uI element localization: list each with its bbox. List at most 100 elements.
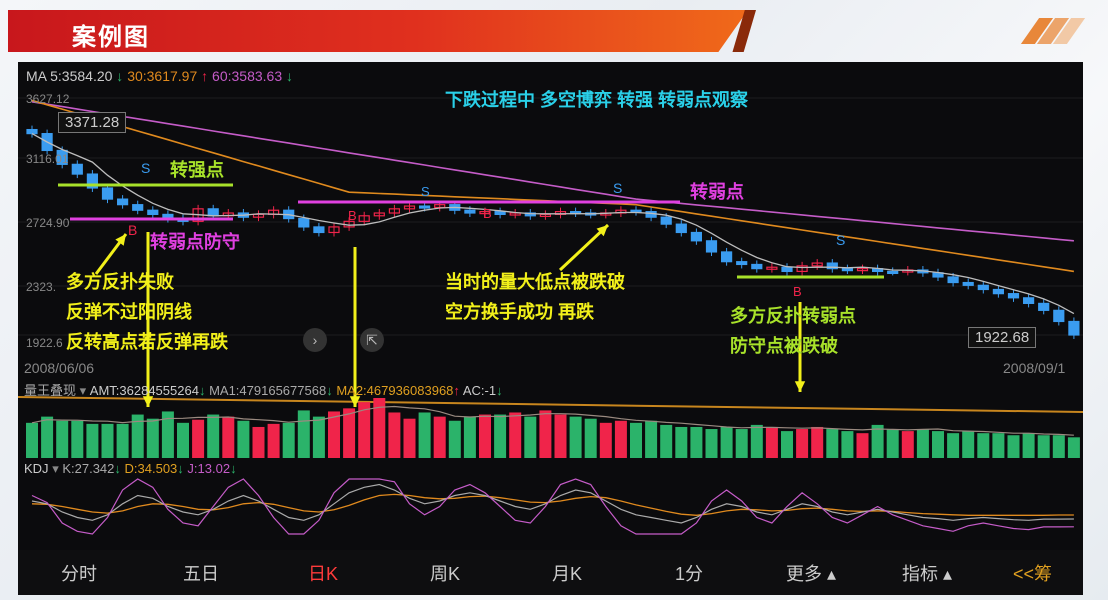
tab-3[interactable]: 周K [429, 563, 460, 584]
buy-marker: B [483, 206, 492, 221]
candle-body [947, 276, 959, 284]
volume-bar [1007, 435, 1020, 458]
volume-bar [856, 433, 869, 458]
volume-bar [343, 408, 356, 458]
candle-body [86, 173, 99, 189]
candle-body [207, 208, 219, 217]
candle-body [26, 128, 38, 135]
arrow-down-head [349, 396, 361, 407]
arrow-down-head [142, 396, 154, 407]
candle-body [781, 266, 793, 273]
tab-0[interactable]: 分时 [61, 563, 97, 584]
tab-1[interactable]: 五日 [183, 563, 219, 584]
ma60-value: 60:3583.63 [212, 68, 283, 84]
last-price-box: 1922.68 [968, 327, 1037, 348]
volume-bar [690, 426, 703, 458]
annotation-fail-3: 反转高点若反弹再跌 [66, 332, 228, 352]
candle-body [373, 212, 385, 217]
candle-body [1053, 309, 1065, 323]
dropdown-icon[interactable]: ▾ [79, 383, 87, 398]
volume-bar [675, 426, 688, 458]
volume-bar [448, 420, 461, 458]
tab-6[interactable]: 更多 ▴ [785, 563, 837, 584]
annotation-break-2: 空方换手成功 再跌 [445, 302, 595, 322]
volume-bar [796, 429, 809, 458]
arrow-up-icon: ↑ [453, 383, 460, 398]
volume-bar [161, 411, 174, 458]
candle-body [56, 149, 68, 165]
price-label: 3627.12 [26, 92, 70, 106]
volume-bar [101, 423, 114, 458]
candle-body [479, 211, 491, 215]
kdj-indicator-name[interactable]: KDJ [24, 461, 49, 476]
price-label: 2323. [26, 280, 57, 294]
candle-body [101, 187, 114, 200]
arrow-down-icon: ↓ [230, 461, 237, 476]
volume-bar [509, 412, 522, 458]
volume-bar [584, 418, 597, 458]
candle-body [1022, 297, 1035, 304]
expand-button[interactable]: ⇱ [360, 328, 384, 352]
volume-bar [312, 416, 325, 458]
arrow-up-icon: ↑ [201, 68, 209, 84]
volume-bar [992, 433, 1005, 458]
price-label: 2724.90 [26, 216, 70, 230]
tab-7[interactable]: 指标 ▴ [901, 563, 953, 584]
volume-bar [177, 422, 189, 458]
volume-bar [1052, 435, 1065, 458]
candle-body [720, 251, 733, 263]
volume-bar [660, 424, 673, 458]
volume-ma1-line [31, 405, 1074, 436]
k-value: K:27.342 [62, 461, 115, 476]
candle-body [328, 226, 340, 234]
ma60-line [31, 101, 1074, 242]
volume-bar [86, 423, 99, 458]
volume-indicator-name[interactable]: 量王叠现 [24, 383, 77, 398]
tab-5[interactable]: 1分 [674, 563, 703, 584]
arrow-down-icon: ↓ [116, 68, 124, 84]
slide-title: 案例图 [72, 24, 150, 51]
candle-body [736, 261, 748, 266]
j-value: J:13.02 [187, 461, 231, 476]
price-label: 1922.6 [26, 336, 63, 350]
tab-2[interactable]: 日K [307, 563, 338, 584]
tab-8[interactable]: <<筹 [1012, 563, 1053, 584]
volume-bar [1067, 437, 1080, 458]
candle-body [660, 216, 672, 225]
candle-body [887, 270, 899, 275]
kdj-j-line [31, 478, 1074, 535]
arrow-down-icon: ↓ [114, 461, 121, 476]
annotation-title: 下跌过程中 多空博弈 转强 转弱点观察 [445, 90, 749, 110]
arrow-up-right-head [596, 225, 608, 237]
chart-canvas [18, 97, 1083, 535]
volume-bar [524, 416, 537, 458]
volume-bar [1022, 433, 1035, 458]
candle-body [645, 211, 657, 218]
next-arrow-button[interactable]: › [303, 328, 327, 352]
volume-bar [962, 431, 975, 458]
volume-bar [841, 431, 854, 458]
buy-marker: B [348, 208, 357, 223]
high-price-box: 3371.28 [58, 112, 127, 133]
volume-bar [222, 416, 235, 458]
annotation-fail-1: 多方反扑失败 [66, 272, 174, 292]
ma-legend: MA 5:3584.20 ↓ 30:3617.97 ↑ 60:3583.63 ↓ [26, 68, 293, 84]
arrow-up-right-head [115, 234, 126, 246]
kdj-d-line [31, 493, 1074, 516]
candle-body [419, 205, 431, 209]
volume-bar [237, 420, 250, 458]
tab-4[interactable]: 月K [551, 563, 582, 584]
volume-bar [146, 418, 159, 458]
volume-bar [811, 426, 824, 458]
volume-bar [645, 420, 658, 458]
volume-bar [720, 426, 733, 458]
volume-bar [901, 431, 914, 458]
ac-value: AC:-1 [462, 383, 497, 398]
volume-bar [71, 420, 84, 458]
dropdown-icon[interactable]: ▾ [52, 461, 59, 476]
volume-bar [282, 422, 295, 458]
volume-bar [297, 410, 310, 458]
volume-bar [826, 429, 839, 458]
volume-bar [207, 414, 220, 458]
volume-bar [41, 416, 54, 458]
